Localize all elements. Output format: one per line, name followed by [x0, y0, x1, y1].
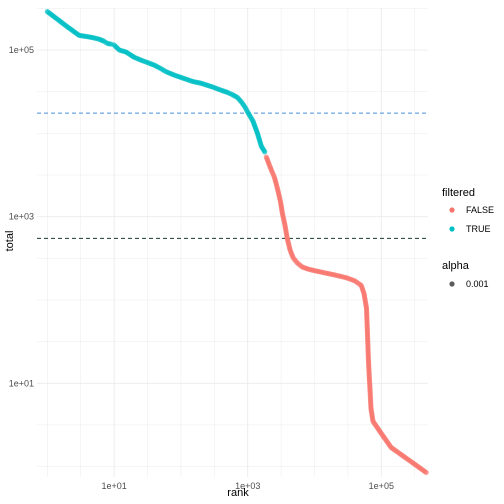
reference-lines: [37, 112, 428, 239]
legend-false-key: [449, 207, 455, 213]
legend-alpha-title: alpha: [442, 260, 470, 272]
legend-alpha-label: 0.001: [466, 279, 489, 289]
legend-true-key: [449, 226, 455, 232]
x-tick-label: 1e+03: [235, 481, 260, 491]
x-tick-label: 1e+05: [369, 481, 394, 491]
x-axis-title: rank: [227, 487, 249, 499]
legend-false-label: FALSE: [466, 205, 494, 215]
legend-true-label: TRUE: [466, 224, 491, 234]
y-tick-label: 1e+05: [9, 45, 34, 55]
y-tick-label: 1e+01: [9, 378, 34, 388]
data-point: [423, 469, 429, 476]
legend-filtered-title: filtered: [442, 187, 475, 199]
axis-tick-labels: 1e+01 1e+03 1e+05 1e+01 1e+03 1e+05: [9, 45, 394, 491]
y-tick-label: 1e+03: [9, 212, 34, 222]
data-points: [44, 8, 429, 476]
x-tick-label: 1e+01: [101, 481, 126, 491]
y-axis-title: total: [4, 231, 16, 252]
data-point: [262, 149, 268, 155]
legend-alpha-key: [449, 281, 455, 287]
legend-filtered: filtered FALSE TRUE: [442, 187, 494, 234]
legend-alpha: alpha 0.001: [442, 260, 489, 289]
